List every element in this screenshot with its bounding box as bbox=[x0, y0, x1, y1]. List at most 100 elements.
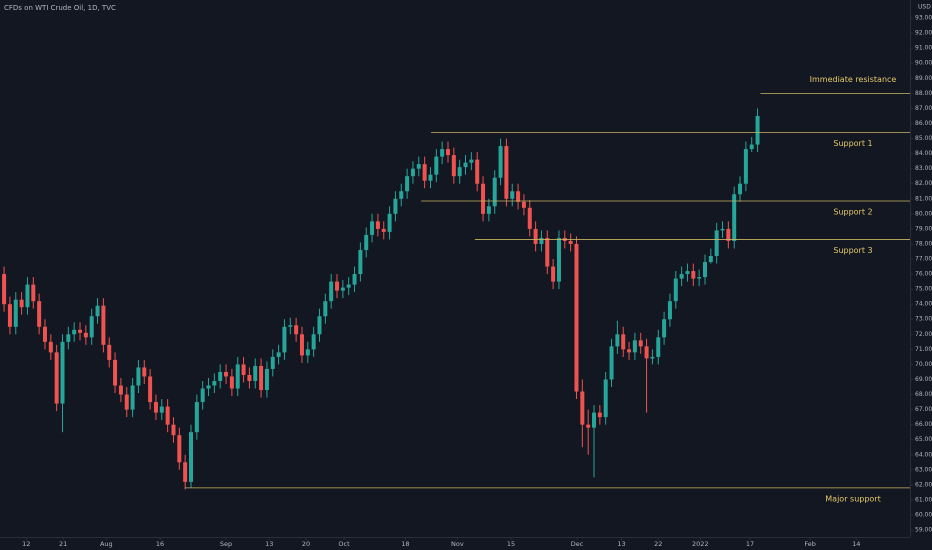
candle-body bbox=[516, 191, 521, 202]
candle-body bbox=[445, 149, 450, 156]
candle-body bbox=[656, 337, 661, 357]
y-tick-label: 60.00 bbox=[915, 512, 932, 519]
candle-body bbox=[311, 334, 316, 350]
candle-body bbox=[738, 183, 743, 195]
candle-body bbox=[218, 371, 223, 381]
candle-body bbox=[352, 274, 357, 285]
candle-body bbox=[370, 221, 375, 235]
y-tick-label: 76.00 bbox=[915, 271, 932, 278]
x-tick-label: 13 bbox=[265, 540, 273, 548]
x-tick-label: 12 bbox=[22, 540, 30, 548]
candle-body bbox=[253, 365, 258, 381]
y-tick-label: 82.00 bbox=[915, 180, 932, 187]
x-tick-label: 18 bbox=[401, 540, 409, 548]
candle-body bbox=[405, 176, 410, 192]
y-tick-label: 85.00 bbox=[915, 135, 932, 142]
y-tick-label: 62.00 bbox=[915, 481, 932, 488]
y-tick-label: 74.00 bbox=[915, 301, 932, 308]
candle-body bbox=[691, 271, 696, 279]
candle-body bbox=[662, 319, 667, 338]
candle-body bbox=[340, 287, 345, 291]
y-tick-label: 86.00 bbox=[915, 120, 932, 127]
candle-body bbox=[726, 228, 731, 241]
candle-body bbox=[288, 325, 293, 327]
candle-body bbox=[592, 412, 597, 428]
candle-body bbox=[527, 207, 532, 229]
candle-body bbox=[492, 177, 497, 207]
x-tick-label: 17 bbox=[746, 540, 754, 548]
candle-body bbox=[708, 256, 713, 263]
candle-body bbox=[381, 228, 386, 232]
candle-body bbox=[194, 402, 199, 433]
candle-body bbox=[165, 406, 170, 425]
x-tick-label: Feb bbox=[804, 540, 816, 548]
candle-body bbox=[545, 237, 550, 267]
x-tick-label: 2022 bbox=[692, 540, 709, 548]
candle-body bbox=[142, 367, 147, 377]
candle-body bbox=[148, 376, 153, 403]
y-tick-label: 93.00 bbox=[915, 15, 932, 22]
candle-body bbox=[551, 266, 556, 282]
candle-body bbox=[72, 329, 77, 335]
candle-body bbox=[78, 329, 83, 333]
candle-body bbox=[136, 367, 141, 386]
y-tick-label: 92.00 bbox=[915, 30, 932, 37]
candle-body bbox=[568, 240, 573, 244]
candle-body bbox=[609, 346, 614, 380]
candle-body bbox=[358, 249, 363, 275]
candle-body bbox=[48, 341, 53, 353]
x-tick-label: Oct bbox=[338, 540, 350, 548]
candle-body bbox=[299, 334, 304, 356]
y-tick-label: 61.00 bbox=[915, 496, 932, 503]
x-tick-label: 22 bbox=[654, 540, 662, 548]
candle-body bbox=[177, 435, 182, 463]
candle-body bbox=[463, 162, 468, 168]
candle-body bbox=[346, 284, 351, 288]
candle-body bbox=[37, 301, 42, 327]
candle-body bbox=[627, 349, 632, 353]
candle-body bbox=[755, 115, 760, 145]
candle-body bbox=[124, 394, 129, 410]
level-label: Major support bbox=[825, 494, 880, 503]
candle-body bbox=[732, 194, 737, 241]
candle-body bbox=[2, 274, 7, 305]
chart-title: CFDs on WTI Crude Oil, 1D, TVC bbox=[4, 4, 116, 12]
y-tick-label: 90.00 bbox=[915, 60, 932, 67]
candle-body bbox=[644, 346, 649, 359]
y-tick-label: 70.00 bbox=[915, 361, 932, 368]
candle-body bbox=[95, 305, 100, 317]
candle-body bbox=[632, 340, 637, 353]
candle-body bbox=[89, 316, 94, 338]
candle-body bbox=[650, 356, 655, 359]
candle-body bbox=[83, 332, 88, 338]
candle-body bbox=[685, 271, 690, 275]
y-tick-label: 91.00 bbox=[915, 45, 932, 52]
candle-body bbox=[679, 274, 684, 279]
candle-body bbox=[183, 462, 188, 482]
candle-body bbox=[31, 284, 36, 302]
candle-body bbox=[101, 305, 106, 345]
y-tick-label: 80.00 bbox=[915, 210, 932, 217]
y-tick-label: 88.00 bbox=[915, 90, 932, 97]
candle-body bbox=[586, 424, 591, 428]
candle-body bbox=[399, 191, 404, 199]
candle-body bbox=[434, 156, 439, 175]
y-tick-label: 77.00 bbox=[915, 256, 932, 263]
candle-body bbox=[305, 349, 310, 356]
y-tick-label: 78.00 bbox=[915, 240, 932, 247]
candle-body bbox=[621, 334, 626, 350]
candle-body bbox=[416, 164, 421, 169]
candle-body bbox=[42, 326, 47, 342]
candle-body bbox=[171, 424, 176, 436]
candle-body bbox=[556, 237, 561, 282]
candle-body bbox=[638, 340, 643, 347]
candle-body bbox=[317, 316, 322, 335]
candle-body bbox=[7, 304, 12, 327]
candle-body bbox=[323, 301, 328, 317]
candle-body bbox=[25, 284, 30, 308]
candle-body bbox=[743, 149, 748, 184]
candle-body bbox=[702, 262, 707, 278]
candle-body bbox=[153, 402, 158, 413]
y-tick-label: 63.00 bbox=[915, 466, 932, 473]
candle-body bbox=[539, 237, 544, 244]
